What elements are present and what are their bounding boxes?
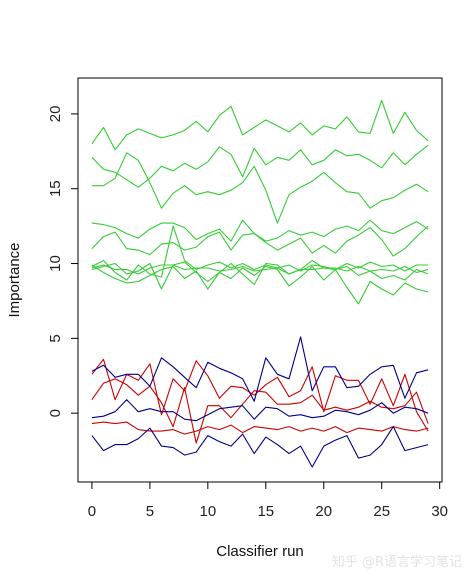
y-tick-label: 10 (47, 255, 64, 272)
series-line-6 (91, 225, 429, 281)
x-tick-label: 20 (315, 503, 332, 520)
series-line-12 (91, 421, 429, 435)
series-line-2 (91, 144, 429, 188)
series-line-15 (91, 426, 429, 468)
y-tick-label: 5 (47, 334, 64, 342)
x-tick-label: 30 (431, 503, 448, 520)
series-line-13 (91, 336, 429, 402)
series-line-7 (91, 259, 429, 290)
x-tick-label: 25 (373, 503, 390, 520)
series-line-4 (91, 219, 429, 242)
x-tick-label: 10 (199, 503, 216, 520)
series-line-9 (91, 264, 429, 275)
series-line-11 (91, 378, 429, 444)
series-line-8 (91, 264, 429, 305)
y-tick-label: 0 (47, 409, 64, 417)
y-tick-label: 15 (47, 180, 64, 197)
series-line-14 (91, 399, 429, 422)
axis-layer: 0 5 10 15 20 25 30 0 5 10 15 20 (47, 106, 448, 520)
y-axis-title: Importance (6, 242, 23, 317)
x-tick-label: 5 (146, 503, 154, 520)
series-line-1 (91, 99, 429, 151)
x-axis-title: Classifier run (216, 543, 304, 560)
plot-frame (77, 77, 443, 483)
series-line-10 (91, 358, 429, 432)
y-tick-label: 20 (47, 106, 64, 123)
series-line-3 (91, 152, 429, 224)
x-tick-label: 15 (257, 503, 274, 520)
watermark-text: 知乎 @R语言学习笔记 (332, 554, 462, 570)
series-line-5 (91, 225, 429, 257)
series-layer (91, 99, 429, 468)
x-tick-label: 0 (88, 503, 96, 520)
